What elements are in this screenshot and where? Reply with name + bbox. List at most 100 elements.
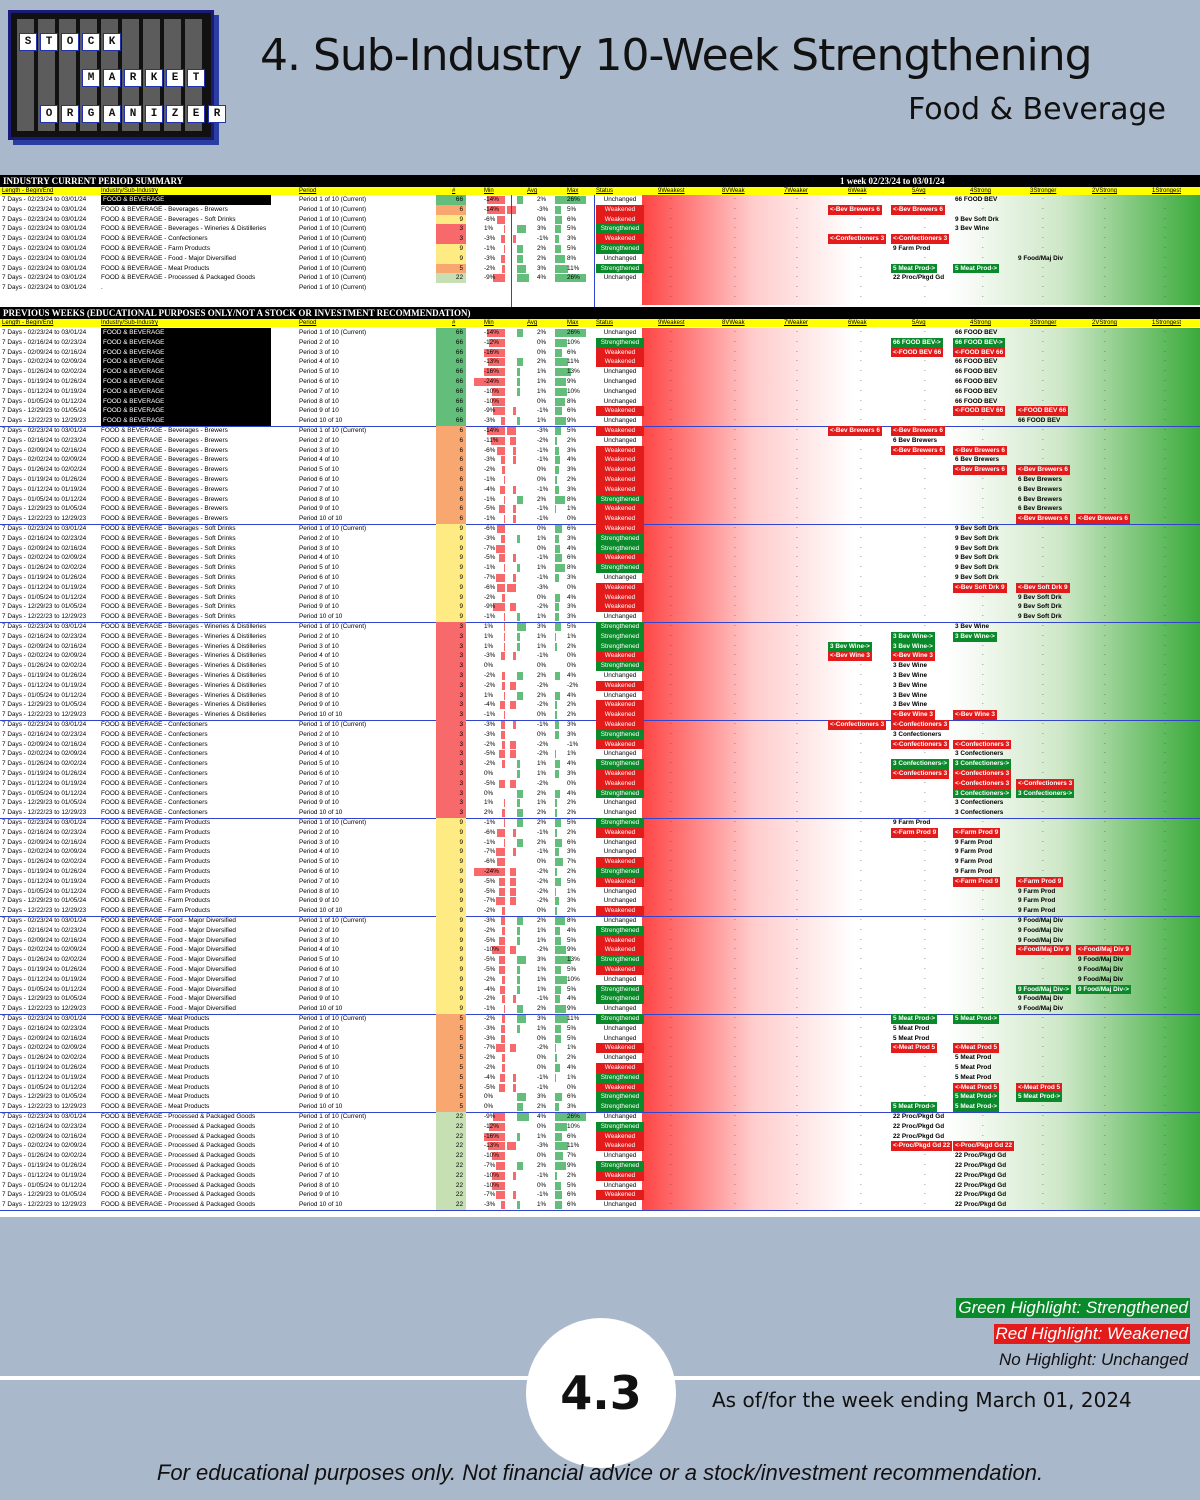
empty-cell-dot: . — [734, 1022, 736, 1030]
min-bar — [502, 1064, 505, 1072]
row-min: -3% — [484, 235, 496, 243]
empty-cell-dot: . — [734, 689, 736, 697]
empty-cell-dot: . — [796, 483, 798, 491]
strength-position-tag: <-Confectioners 3 — [891, 234, 950, 244]
min-bar — [498, 779, 505, 788]
row-length: 7 Days - 02/09/24 to 02/16/24 — [2, 740, 87, 748]
row-industry: FOOD & BEVERAGE - Beverages - Soft Drink… — [101, 215, 236, 223]
table-row: 7 Days - 02/09/24 to 02/16/24 FOOD & BEVE… — [0, 837, 1200, 848]
max-bar — [555, 534, 559, 543]
strength-position-tag: 6 Bev Brewers — [1018, 476, 1063, 483]
strength-position-tag: 6 Bev Brewers — [1018, 495, 1063, 503]
strength-position-tag: <-Bev Wine 3 — [891, 710, 935, 720]
empty-cell-dot: . — [1164, 719, 1166, 726]
row-min: 1% — [484, 691, 494, 699]
max-bar — [555, 1015, 569, 1023]
empty-cell-dot: . — [860, 1022, 862, 1030]
strength-position-tag: <-Bev Soft Drk 9 — [953, 582, 1007, 593]
empty-cell-dot: . — [924, 1052, 926, 1060]
empty-cell-dot: . — [734, 223, 736, 231]
row-length: 7 Days - 12/22/23 to 12/29/23 — [2, 1005, 87, 1013]
row-max: 6% — [567, 1093, 577, 1101]
row-min: -5% — [484, 936, 496, 944]
row-count: 22 — [436, 1180, 466, 1191]
row-avg: 0% — [537, 730, 547, 738]
min-bar — [498, 1083, 505, 1092]
avg-bar — [517, 809, 523, 818]
empty-cell-dot: . — [924, 327, 926, 334]
row-count: 6 — [436, 455, 466, 466]
empty-cell-dot: . — [734, 282, 736, 290]
empty-cell-dot: . — [860, 964, 862, 971]
row-period: Period 7 of 10 — [299, 1073, 339, 1081]
empty-cell-dot: . — [1164, 532, 1166, 540]
row-count: 9 — [436, 543, 466, 554]
empty-cell-dot: . — [1104, 905, 1106, 913]
max-bar — [555, 476, 558, 484]
row-count: 9 — [436, 818, 466, 828]
strength-position-tag: 66 FOOD BEV — [955, 378, 998, 385]
empty-cell-dot: . — [860, 944, 862, 952]
empty-cell-dot: . — [796, 1160, 798, 1167]
empty-cell-dot: . — [1164, 758, 1166, 766]
row-avg: -1% — [537, 995, 549, 1003]
strength-position-tag: 22 Proc/Pkgd Gd — [955, 1201, 1007, 1209]
row-length: 7 Days - 02/23/24 to 03/01/24 — [2, 196, 87, 203]
empty-cell-dot: . — [796, 336, 798, 344]
empty-cell-dot: . — [1164, 552, 1166, 560]
empty-cell-dot: . — [1164, 395, 1166, 403]
row-status-badge: Strengthened — [596, 955, 644, 965]
row-max: 5% — [567, 936, 577, 944]
empty-cell-dot: . — [734, 1140, 736, 1148]
empty-cell-dot: . — [982, 1120, 984, 1128]
row-count: 22 — [436, 1131, 466, 1142]
empty-cell-dot: . — [670, 282, 672, 290]
row-count: 9 — [436, 1004, 466, 1014]
row-length: 7 Days - 02/23/24 to 03/01/24 — [2, 254, 87, 262]
empty-cell-dot: . — [734, 213, 736, 221]
min-bar — [497, 446, 505, 455]
table-row: 7 Days - 02/16/24 to 02/23/24 FOOD & BEVE… — [0, 729, 1200, 740]
max-bar — [555, 245, 561, 253]
avg-bar — [517, 1132, 520, 1141]
row-max: 7% — [567, 858, 577, 866]
empty-cell-dot: . — [1042, 1160, 1044, 1167]
empty-cell-dot: . — [860, 346, 862, 354]
max-bar — [555, 348, 563, 357]
empty-cell-dot: . — [796, 532, 798, 540]
empty-cell-dot: . — [734, 581, 736, 589]
row-industry: FOOD & BEVERAGE - Food - Major Diversifi… — [101, 1005, 236, 1013]
row-status-badge: Weakened — [596, 1170, 644, 1181]
row-count: 9 — [436, 886, 466, 897]
empty-cell-dot: . — [860, 513, 862, 521]
empty-cell-dot: . — [734, 934, 736, 942]
empty-cell-dot: . — [670, 875, 672, 883]
min-bar — [502, 740, 505, 749]
empty-cell-dot: . — [1164, 1140, 1166, 1148]
row-count: 5 — [436, 1092, 466, 1103]
empty-cell-dot: . — [1104, 233, 1106, 241]
row-industry: FOOD & BEVERAGE - Food - Major Diversifi… — [101, 956, 236, 964]
empty-cell-dot: . — [670, 213, 672, 221]
row-length: 7 Days - 12/29/23 to 01/05/24 — [2, 603, 87, 611]
row-industry: FOOD & BEVERAGE - Farm Products — [101, 897, 211, 905]
empty-cell-dot: . — [1164, 327, 1166, 334]
empty-cell-dot: . — [670, 611, 672, 619]
empty-cell-dot: . — [1104, 973, 1106, 981]
row-count: 5 — [436, 1033, 466, 1044]
row-industry: FOOD & BEVERAGE - Meat Products — [101, 264, 210, 272]
min-bar — [489, 1122, 505, 1131]
row-length: 7 Days - 02/16/24 to 02/23/24 — [2, 1024, 87, 1032]
row-period: Period 1 of 10 (Current) — [299, 1015, 367, 1022]
column-guide-line — [511, 195, 512, 307]
row-status-badge: Strengthened — [596, 533, 644, 544]
empty-cell-dot: . — [734, 954, 736, 962]
row-max: 4% — [567, 926, 577, 934]
empty-cell-dot: . — [1164, 1013, 1166, 1020]
empty-cell-dot: . — [796, 385, 798, 393]
empty-cell-dot: . — [1104, 252, 1106, 260]
empty-cell-dot: . — [1164, 679, 1166, 687]
table-row: 7 Days - 01/05/24 to 01/12/24 FOOD & BEVE… — [0, 494, 1200, 505]
avg-bar — [513, 554, 516, 563]
